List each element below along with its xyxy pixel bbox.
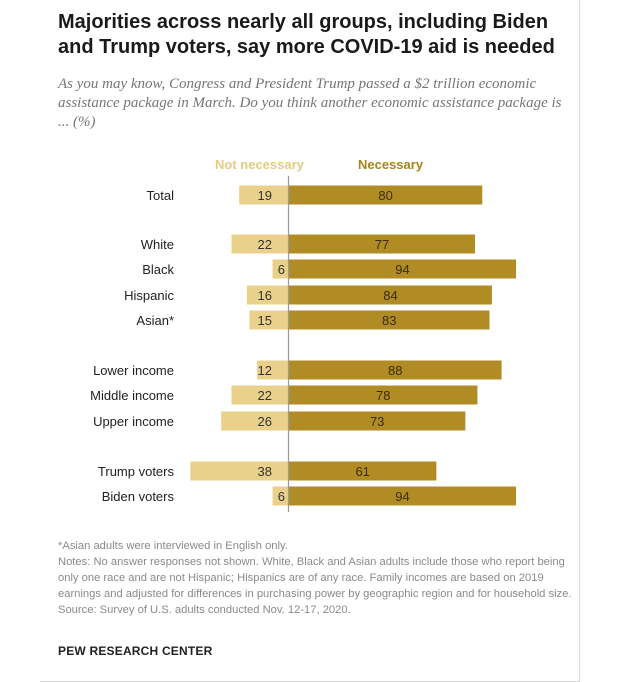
- bar-necessary-hispanic: [289, 285, 492, 305]
- category-label-biden-voters: Biden voters: [102, 489, 175, 504]
- bar-necessary-total: [289, 185, 483, 205]
- chart-subtitle: As you may know, Congress and President …: [58, 76, 562, 130]
- bar-necessary-biden-voters: [289, 486, 517, 506]
- bar-not-necessary-lower-income: [257, 360, 288, 380]
- bar-not-necessary-black: [272, 259, 288, 279]
- category-label-asian: Asian*: [136, 313, 174, 328]
- category-label-upper-income: Upper income: [93, 414, 174, 429]
- category-label-hispanic: Hispanic: [124, 288, 174, 303]
- legend-necessary: Necessary: [358, 157, 424, 172]
- bar-not-necessary-hispanic: [246, 285, 288, 305]
- bar-necessary-lower-income: [289, 360, 502, 380]
- bar-necessary-white: [289, 234, 476, 254]
- bar-not-necessary-middle-income: [231, 385, 288, 405]
- bar-necessary-asian: [289, 310, 490, 330]
- category-label-white: White: [141, 237, 174, 252]
- value-not-necessary-upper-income: 26: [258, 414, 272, 429]
- bar-necessary-trump-voters: [289, 461, 437, 481]
- bar-necessary-upper-income: [289, 411, 466, 431]
- category-label-lower-income: Lower income: [93, 363, 174, 378]
- value-necessary-hispanic: 84: [383, 288, 397, 303]
- bar-not-necessary-asian: [249, 310, 288, 330]
- value-not-necessary-black: 6: [278, 262, 285, 277]
- bar-necessary-middle-income: [289, 385, 478, 405]
- value-not-necessary-trump-voters: 38: [258, 464, 272, 479]
- note-asian: *Asian adults were interviewed in Englis…: [58, 540, 288, 552]
- note-general: Notes: No answer responses not shown. Wh…: [58, 556, 572, 600]
- value-necessary-lower-income: 88: [388, 363, 402, 378]
- value-necessary-trump-voters: 61: [355, 464, 369, 479]
- value-not-necessary-hispanic: 16: [258, 288, 272, 303]
- value-necessary-middle-income: 78: [376, 388, 390, 403]
- category-label-trump-voters: Trump voters: [98, 464, 175, 479]
- category-label-total: Total: [147, 188, 175, 203]
- value-not-necessary-white: 22: [258, 237, 272, 252]
- bar-necessary-black: [289, 259, 517, 279]
- value-not-necessary-asian: 15: [258, 313, 272, 328]
- legend-not-necessary: Not necessary: [215, 157, 304, 172]
- value-necessary-biden-voters: 94: [395, 489, 409, 504]
- chart-notes: *Asian adults were interviewed in Englis…: [58, 538, 578, 618]
- chart-title: Majorities across nearly all groups, inc…: [58, 11, 555, 58]
- value-not-necessary-biden-voters: 6: [278, 489, 285, 504]
- value-not-necessary-middle-income: 22: [258, 388, 272, 403]
- bar-not-necessary-upper-income: [221, 411, 288, 431]
- category-label-middle-income: Middle income: [90, 388, 174, 403]
- value-not-necessary-lower-income: 12: [258, 363, 272, 378]
- category-label-black: Black: [142, 262, 174, 277]
- value-necessary-total: 80: [378, 188, 392, 203]
- value-necessary-black: 94: [395, 262, 409, 277]
- note-source: Source: Survey of U.S. adults conducted …: [58, 604, 351, 616]
- bar-not-necessary-white: [231, 234, 288, 254]
- brand-logo-text: PEW RESEARCH CENTER: [58, 644, 213, 658]
- value-necessary-upper-income: 73: [370, 414, 384, 429]
- value-necessary-white: 77: [375, 237, 389, 252]
- value-necessary-asian: 83: [382, 313, 396, 328]
- value-not-necessary-total: 19: [258, 188, 272, 203]
- bar-not-necessary-biden-voters: [272, 486, 288, 506]
- bar-not-necessary-trump-voters: [190, 461, 288, 481]
- bar-not-necessary-total: [239, 185, 288, 205]
